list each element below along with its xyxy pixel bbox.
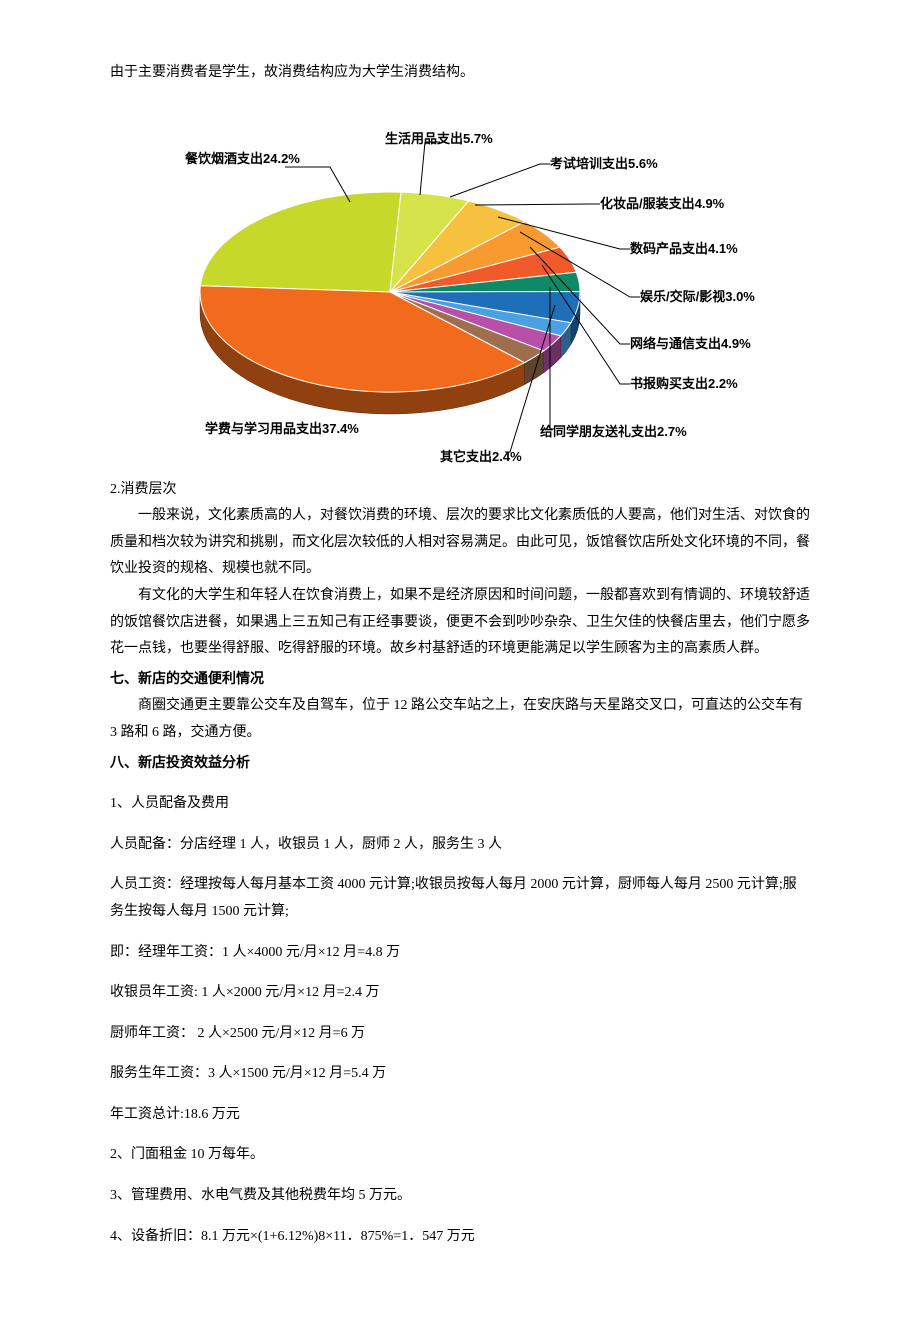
sec8-l9: 2、门面租金 10 万每年。 xyxy=(110,1142,810,1169)
sec8-l2: 人员配备：分店经理 1 人，收银员 1 人，厨师 2 人，服务生 3 人 xyxy=(110,832,810,859)
intro-text: 由于主要消费者是学生，故消费结构应为大学生消费结构。 xyxy=(110,60,810,87)
pie-label: 学费与学习用品支出37.4% xyxy=(205,417,359,442)
sec8-l11: 4、设备折旧：8.1 万元×(1+6.12%)8×11．875%=1．547 万… xyxy=(110,1224,810,1251)
sec8-l3: 人员工资：经理按每人每月基本工资 4000 元计算;收银员按每人每月 2000 … xyxy=(110,872,810,925)
pie-label: 其它支出2.4% xyxy=(440,445,522,470)
sec8-l5: 收银员年工资: 1 人×2000 元/月×12 月=2.4 万 xyxy=(110,980,810,1007)
pie-label: 网络与通信支出4.9% xyxy=(630,332,751,357)
pie-label: 餐饮烟酒支出24.2% xyxy=(185,147,300,172)
sec8-l7: 服务生年工资：3 人×1500 元/月×12 月=5.4 万 xyxy=(110,1061,810,1088)
sec8-l6: 厨师年工资： 2 人×2500 元/月×12 月=6 万 xyxy=(110,1021,810,1048)
sec8-l4: 即：经理年工资：1 人×4000 元/月×12 月=4.8 万 xyxy=(110,940,810,967)
sec2-p1: 一般来说，文化素质高的人，对餐饮消费的环境、层次的要求比文化素质低的人要高，他们… xyxy=(110,503,810,583)
pie-label: 给同学朋友送礼支出2.7% xyxy=(540,420,687,445)
sec8-l10: 3、管理费用、水电气费及其他税费年均 5 万元。 xyxy=(110,1183,810,1210)
pie-label: 娱乐/交际/影视3.0% xyxy=(640,285,755,310)
pie-label: 考试培训支出5.6% xyxy=(550,152,658,177)
sec2-p2: 有文化的大学生和年轻人在饮食消费上，如果不是经济原因和时间问题，一般都喜欢到有情… xyxy=(110,583,810,663)
sec8-l1: 1、人员配备及费用 xyxy=(110,791,810,818)
pie-label: 数码产品支出4.1% xyxy=(630,237,738,262)
pie-chart: 餐饮烟酒支出24.2% 生活用品支出5.7% 考试培训支出5.6% 化妆品/服装支出4… xyxy=(110,97,810,457)
sec8-body: 1、人员配备及费用 人员配备：分店经理 1 人，收银员 1 人，厨师 2 人，服… xyxy=(110,791,810,1250)
sec2-title: 2.消费层次 xyxy=(110,477,810,504)
sec8-title: 八、新店投资效益分析 xyxy=(110,751,810,778)
sec7-title: 七、新店的交通便利情况 xyxy=(110,667,810,694)
sec7-p1: 商圈交通更主要靠公交车及自驾车，位于 12 路公交车站之上，在安庆路与天星路交叉… xyxy=(110,693,810,746)
pie-label: 书报购买支出2.2% xyxy=(630,372,738,397)
pie-label: 化妆品/服装支出4.9% xyxy=(600,192,724,217)
pie-label: 生活用品支出5.7% xyxy=(385,127,493,152)
sec8-l8: 年工资总计:18.6 万元 xyxy=(110,1102,810,1129)
